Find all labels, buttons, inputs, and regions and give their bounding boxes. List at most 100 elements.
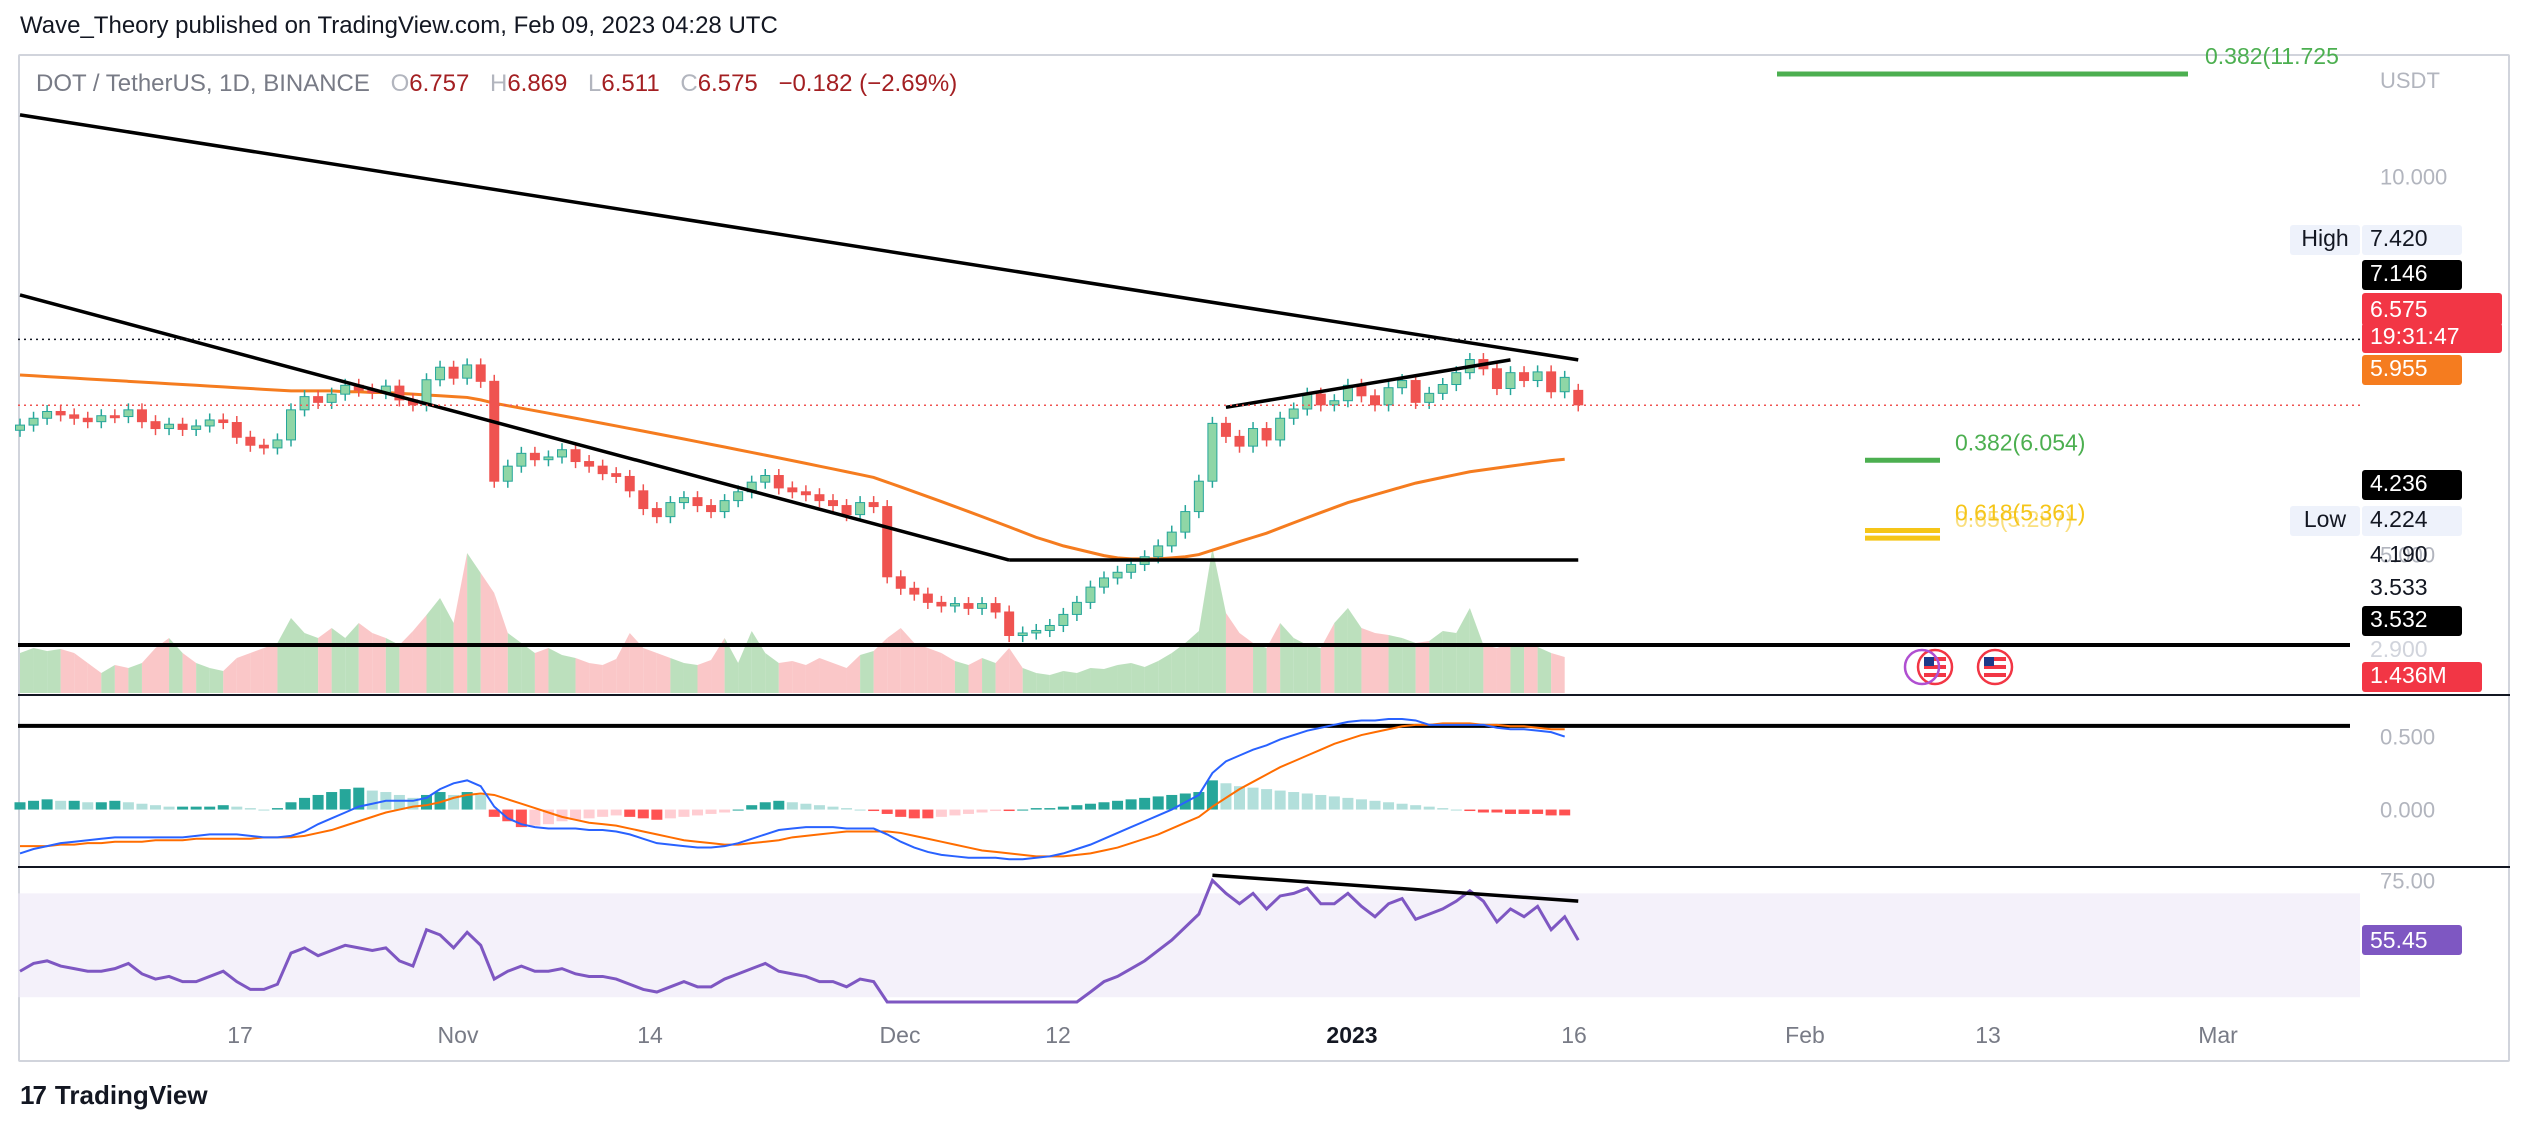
volume-area	[873, 638, 888, 693]
fib-label: 0.618(5.361)	[1955, 500, 2085, 526]
volume-area	[1144, 661, 1159, 693]
candle-body	[760, 475, 771, 483]
volume-area	[467, 553, 481, 693]
legend-high-label: H	[489, 70, 508, 97]
candle-body	[895, 576, 906, 589]
candle-body	[692, 497, 703, 507]
volume-area	[1049, 671, 1064, 693]
volume-area	[155, 638, 170, 693]
candle-body	[1017, 632, 1028, 637]
support-4236-tag: 4.236	[2370, 470, 2428, 496]
volume-tick: 2.900	[2370, 636, 2428, 662]
macd-histogram-bar	[1559, 809, 1571, 816]
countdown-tag-bg	[2362, 323, 2502, 353]
macd-histogram-bar	[719, 809, 731, 813]
candle-body	[949, 603, 960, 607]
volume-area	[1158, 653, 1172, 693]
legend-open-value: 6.757	[409, 70, 470, 97]
tradingview-logo[interactable]: 17 TradingView	[20, 1080, 208, 1111]
volume-area	[399, 631, 413, 693]
candle-body	[272, 439, 283, 449]
volume-area	[1009, 648, 1023, 693]
candle-body	[204, 419, 215, 427]
macd-histogram-bar	[339, 789, 351, 810]
candle-body	[1112, 571, 1123, 579]
macd-histogram-bar	[1450, 809, 1462, 811]
time-tick: Mar	[2198, 1022, 2238, 1048]
volume-area	[1076, 668, 1091, 693]
volume-area	[114, 665, 129, 693]
macd-histogram-bar	[285, 802, 297, 810]
flag-stripe	[1984, 673, 2006, 677]
ema-price-tag: 5.955	[2370, 355, 2428, 381]
candle-body	[909, 587, 920, 595]
candle-body	[1275, 417, 1286, 441]
volume-area	[833, 663, 847, 693]
countdown-tag: 19:31:47	[2370, 323, 2460, 349]
candle-body	[1532, 371, 1543, 382]
volume-tag: 1.436M	[2370, 662, 2447, 688]
candle-body	[868, 502, 879, 508]
macd-histogram-bar	[1288, 792, 1300, 810]
price-tick: 10.000	[2380, 165, 2447, 190]
volume-area	[1442, 631, 1457, 693]
support-4236-tag-bg	[2362, 470, 2462, 500]
candle-body	[1559, 376, 1570, 393]
flag-canton	[1924, 657, 1934, 666]
volume-area	[860, 651, 874, 693]
candle-body	[82, 417, 93, 423]
candle-body	[1099, 577, 1109, 588]
candle-body	[42, 411, 53, 419]
macd-histogram-bar	[1044, 808, 1056, 810]
volume-area	[616, 633, 630, 693]
volume-area	[792, 661, 806, 693]
macd-pane	[14, 717, 1571, 861]
macd-histogram-bar	[299, 797, 311, 810]
candle-body	[1071, 601, 1082, 615]
macd-line	[19, 717, 1566, 861]
macd-histogram-bar	[556, 809, 568, 822]
volume-area	[1551, 653, 1565, 693]
volume-area	[562, 655, 576, 693]
candle-body	[1058, 613, 1069, 626]
axis-unit-label: USDT	[2380, 68, 2440, 93]
volume-area	[846, 655, 861, 693]
candle-body	[665, 502, 676, 518]
macd-histogram-bar	[1396, 803, 1408, 810]
macd-histogram-bar	[1152, 796, 1164, 810]
macd-histogram-bar	[1505, 809, 1516, 814]
chart-frame	[18, 54, 2510, 1062]
candle-body	[1248, 428, 1259, 447]
time-tick: 16	[1561, 1022, 1587, 1048]
fib-label: 0.382(6.054)	[1955, 429, 2085, 455]
candle-body	[1573, 389, 1584, 406]
candle-body	[1288, 408, 1299, 419]
macd-histogram-bar	[1274, 790, 1286, 810]
rsi-value-tag: 55.45	[2370, 927, 2428, 953]
macd-histogram-bar	[1193, 792, 1205, 810]
volume-area	[1320, 623, 1335, 693]
legend-symbol[interactable]: DOT / TetherUS, 1D, BINANCE	[36, 70, 370, 97]
macd-histogram-bar	[1532, 809, 1544, 814]
macd-histogram-bar	[1247, 787, 1259, 810]
candle-body	[1437, 384, 1448, 394]
volume-area	[60, 649, 75, 693]
candle-body	[1234, 435, 1245, 447]
candle-body	[1220, 422, 1231, 437]
macd-histogram-bar	[177, 806, 189, 810]
volume-area	[74, 653, 88, 693]
volume-area	[412, 615, 427, 693]
low-value-tag: 4.224	[2370, 506, 2428, 532]
macd-histogram-bar	[732, 809, 744, 811]
volume-area	[250, 648, 264, 693]
macd-histogram-bar	[1464, 809, 1476, 812]
candle-body	[977, 603, 988, 609]
publish-line: Wave_Theory published on TradingView.com…	[20, 12, 778, 39]
candle-body	[191, 425, 202, 430]
legend-low-label: L	[588, 70, 602, 97]
volume-area	[1375, 633, 1389, 693]
volume-area	[182, 653, 197, 693]
candle-body	[543, 456, 554, 461]
candle-body	[800, 491, 811, 496]
